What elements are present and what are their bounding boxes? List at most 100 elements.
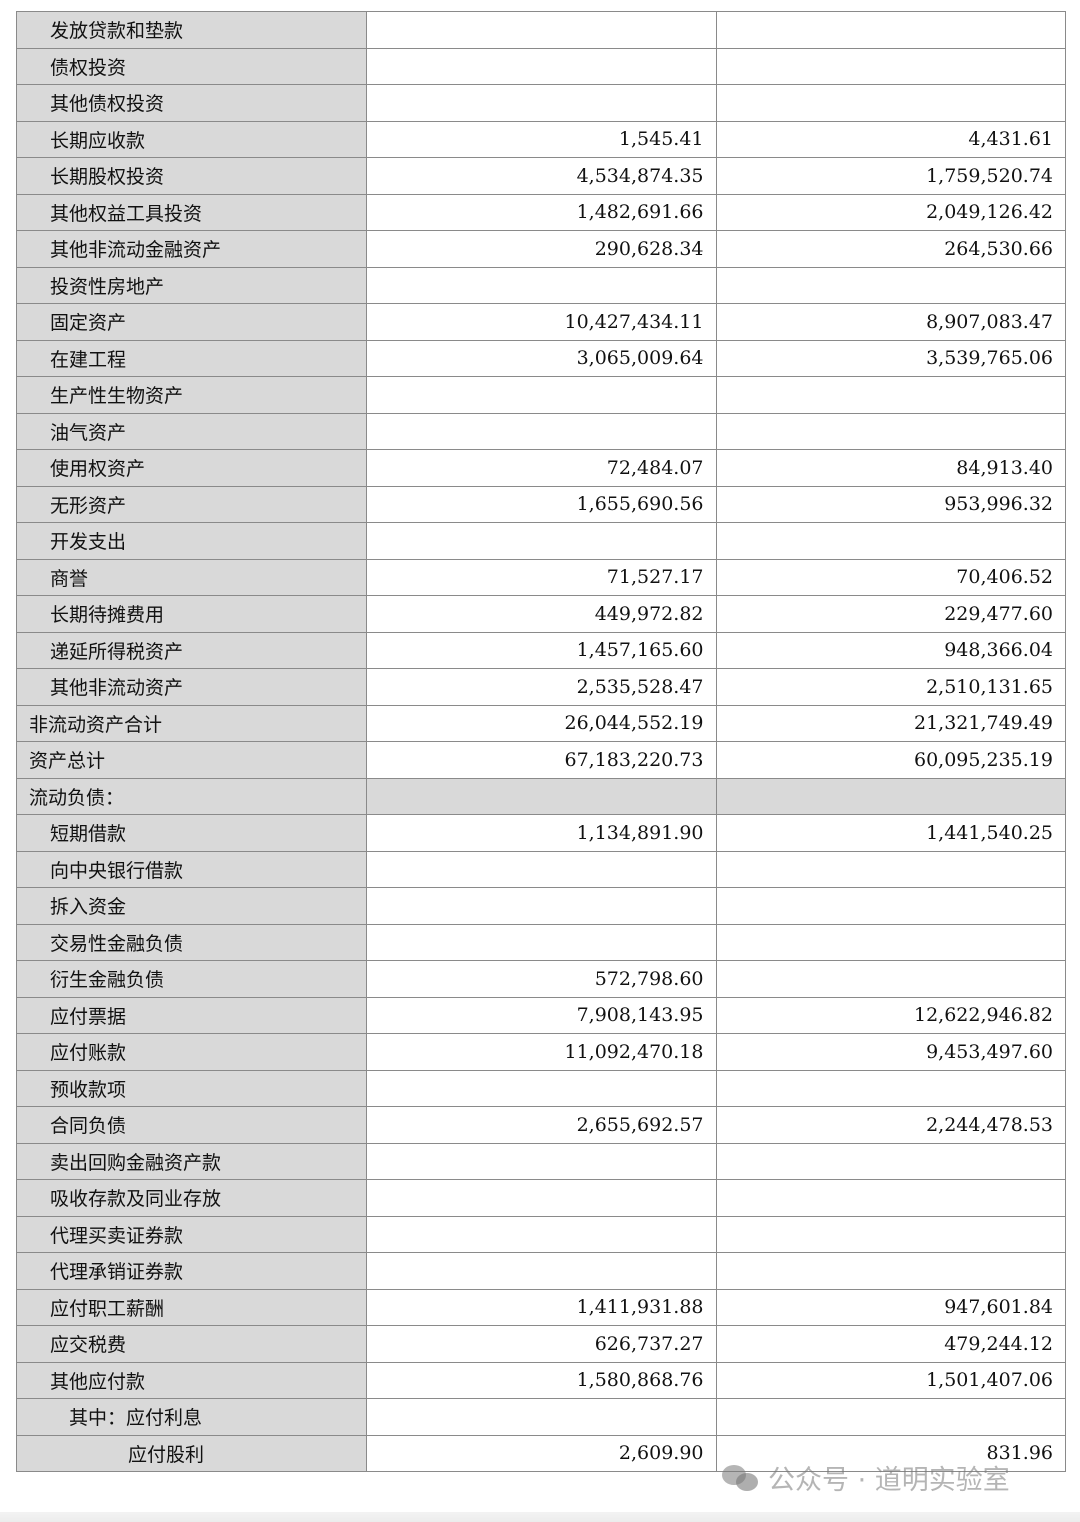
current-period-value: 572,798.60 bbox=[366, 960, 717, 998]
row-label: 合同负债 bbox=[16, 1106, 367, 1144]
row-label: 其他权益工具投资 bbox=[16, 193, 367, 231]
previous-period-value bbox=[715, 266, 1066, 304]
current-period-value: 71,527.17 bbox=[366, 558, 717, 596]
watermark-text: 公众号 · 道明实验室 bbox=[768, 1465, 1010, 1496]
current-period-value: 1,134,891.90 bbox=[366, 814, 717, 852]
wechat-icon bbox=[722, 1463, 760, 1493]
current-period-value bbox=[366, 376, 717, 414]
row-label: 长期待摊费用 bbox=[16, 595, 367, 633]
row-label: 向中央银行借款 bbox=[16, 850, 367, 888]
previous-period-value: 2,510,131.65 bbox=[715, 668, 1066, 706]
row-label: 递延所得税资产 bbox=[16, 631, 367, 669]
row-label: 交易性金融负债 bbox=[16, 923, 367, 961]
current-period-value: 26,044,552.19 bbox=[366, 704, 717, 742]
current-period-value: 1,655,690.56 bbox=[366, 485, 717, 523]
table-row: 其他债权投资 bbox=[16, 84, 1066, 122]
table-row: 卖出回购金融资产款 bbox=[16, 1142, 1066, 1180]
current-period-value: 67,183,220.73 bbox=[366, 741, 717, 779]
previous-period-value: 2,049,126.42 bbox=[715, 193, 1066, 231]
current-period-value: 2,609.90 bbox=[366, 1434, 717, 1472]
previous-period-value bbox=[715, 887, 1066, 925]
previous-period-value: 9,453,497.60 bbox=[715, 1033, 1066, 1071]
previous-period-value: 953,996.32 bbox=[715, 485, 1066, 523]
table-row: 其中：应付利息 bbox=[16, 1398, 1066, 1436]
current-period-value: 1,457,165.60 bbox=[366, 631, 717, 669]
current-period-value: 449,972.82 bbox=[366, 595, 717, 633]
table-row: 拆入资金 bbox=[16, 887, 1066, 925]
current-period-value bbox=[366, 777, 717, 815]
table-row: 交易性金融负债 bbox=[16, 923, 1066, 961]
current-period-value bbox=[366, 1142, 717, 1180]
row-label: 衍生金融负债 bbox=[16, 960, 367, 998]
table-row: 其他应付款 1,580,868.76 1,501,407.06 bbox=[16, 1361, 1066, 1399]
current-period-value: 290,628.34 bbox=[366, 230, 717, 268]
table-row: 应付票据 7,908,143.95 12,622,946.82 bbox=[16, 996, 1066, 1034]
current-period-value: 1,545.41 bbox=[366, 120, 717, 158]
row-label: 开发支出 bbox=[16, 522, 367, 560]
table-row: 长期应收款 1,545.41 4,431.61 bbox=[16, 120, 1066, 158]
current-period-value: 10,427,434.11 bbox=[366, 303, 717, 341]
table-row: 商誉 71,527.17 70,406.52 bbox=[16, 558, 1066, 596]
row-label: 预收款项 bbox=[16, 1069, 367, 1107]
row-label: 流动负债： bbox=[16, 777, 367, 815]
current-period-value bbox=[366, 1179, 717, 1217]
table-row: 应交税费 626,737.27 479,244.12 bbox=[16, 1325, 1066, 1363]
row-label: 长期股权投资 bbox=[16, 157, 367, 195]
current-period-value bbox=[366, 1398, 717, 1436]
previous-period-value bbox=[715, 923, 1066, 961]
balance-sheet-table: 发放贷款和垫款 债权投资 其他债权投资 长期应收款 1,545.41 4,431.61 长期… bbox=[16, 11, 1066, 1472]
current-period-value: 3,065,009.64 bbox=[366, 339, 717, 377]
row-label: 短期借款 bbox=[16, 814, 367, 852]
previous-period-value: 4,431.61 bbox=[715, 120, 1066, 158]
previous-period-value bbox=[715, 960, 1066, 998]
table-row: 开发支出 bbox=[16, 522, 1066, 560]
current-period-value: 11,092,470.18 bbox=[366, 1033, 717, 1071]
row-label: 应付职工薪酬 bbox=[16, 1288, 367, 1326]
row-label: 应交税费 bbox=[16, 1325, 367, 1363]
current-period-value: 7,908,143.95 bbox=[366, 996, 717, 1034]
previous-period-value: 21,321,749.49 bbox=[715, 704, 1066, 742]
current-period-value: 1,411,931.88 bbox=[366, 1288, 717, 1326]
current-period-value bbox=[366, 11, 717, 49]
table-row: 油气资产 bbox=[16, 412, 1066, 450]
row-label: 应付票据 bbox=[16, 996, 367, 1034]
previous-period-value: 70,406.52 bbox=[715, 558, 1066, 596]
previous-period-value bbox=[715, 1215, 1066, 1253]
current-period-value bbox=[366, 522, 717, 560]
table-row: 在建工程 3,065,009.64 3,539,765.06 bbox=[16, 339, 1066, 377]
row-label: 非流动资产合计 bbox=[16, 704, 367, 742]
previous-period-value bbox=[715, 1252, 1066, 1290]
current-period-value bbox=[366, 412, 717, 450]
table-row: 合同负债 2,655,692.57 2,244,478.53 bbox=[16, 1106, 1066, 1144]
current-period-value bbox=[366, 47, 717, 85]
previous-period-value: 8,907,083.47 bbox=[715, 303, 1066, 341]
previous-period-value bbox=[715, 522, 1066, 560]
row-label: 应付账款 bbox=[16, 1033, 367, 1071]
table-row: 投资性房地产 bbox=[16, 266, 1066, 304]
current-period-value bbox=[366, 1252, 717, 1290]
row-label: 拆入资金 bbox=[16, 887, 367, 925]
row-label: 长期应收款 bbox=[16, 120, 367, 158]
previous-period-value bbox=[715, 412, 1066, 450]
row-label: 吸收存款及同业存放 bbox=[16, 1179, 367, 1217]
table-row: 向中央银行借款 bbox=[16, 850, 1066, 888]
current-period-value: 2,655,692.57 bbox=[366, 1106, 717, 1144]
table-row: 无形资产 1,655,690.56 953,996.32 bbox=[16, 485, 1066, 523]
previous-period-value: 479,244.12 bbox=[715, 1325, 1066, 1363]
current-period-value bbox=[366, 887, 717, 925]
table-row: 长期待摊费用 449,972.82 229,477.60 bbox=[16, 595, 1066, 633]
previous-period-value bbox=[715, 376, 1066, 414]
table-row: 代理承销证券款 bbox=[16, 1252, 1066, 1290]
row-label: 资产总计 bbox=[16, 741, 367, 779]
previous-period-value bbox=[715, 777, 1066, 815]
previous-period-value bbox=[715, 11, 1066, 49]
previous-period-value bbox=[715, 850, 1066, 888]
previous-period-value bbox=[715, 1142, 1066, 1180]
previous-period-value bbox=[715, 84, 1066, 122]
current-period-value bbox=[366, 923, 717, 961]
table-row: 生产性生物资产 bbox=[16, 376, 1066, 414]
row-label: 卖出回购金融资产款 bbox=[16, 1142, 367, 1180]
table-row: 其他权益工具投资 1,482,691.66 2,049,126.42 bbox=[16, 193, 1066, 231]
previous-period-value: 1,501,407.06 bbox=[715, 1361, 1066, 1399]
table-row: 债权投资 bbox=[16, 47, 1066, 85]
